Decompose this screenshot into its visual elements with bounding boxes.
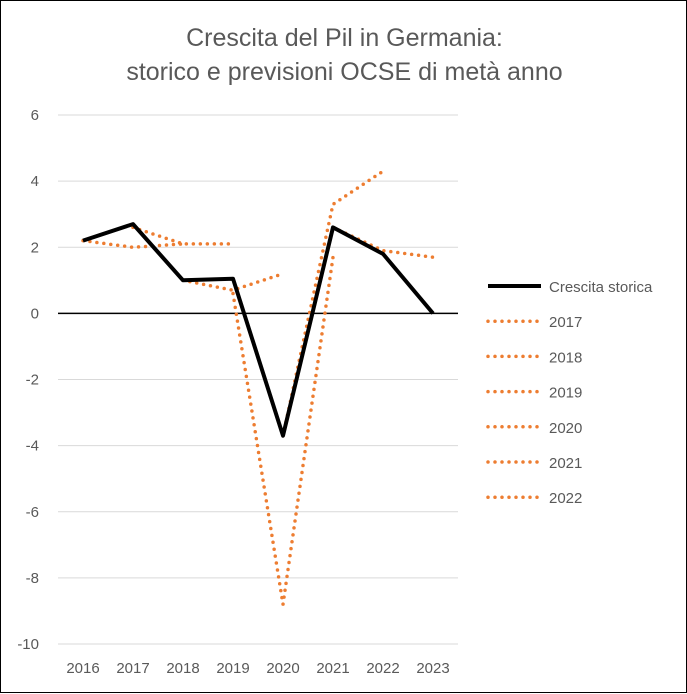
y-tick-label: 2 [31,239,39,256]
y-tick-label: 0 [31,305,39,322]
legend-label-2022: 2022 [549,490,582,507]
series-line-2017 [81,238,185,250]
x-tick-label: 2018 [166,660,199,677]
series-line-2021 [281,169,385,438]
legend-label-2021: 2021 [549,455,582,472]
y-tick-label: -10 [17,636,39,653]
y-tick-label: -6 [26,504,39,521]
x-tick-label: 2021 [316,660,349,677]
y-tick-label: 6 [31,107,39,124]
chart-title-line-2: storico e previsioni OCSE di metà anno [126,58,563,86]
legend-label-2017: 2017 [549,314,582,331]
x-tick-label: 2016 [66,660,99,677]
series-line-2020 [231,255,335,607]
series-line-2022 [331,225,435,259]
x-tick-label: 2023 [416,660,449,677]
legend-label-2018: 2018 [549,349,582,366]
x-tick-label: 2019 [216,660,249,677]
legend-label-2020: 2020 [549,420,582,437]
x-tick-label: 2022 [366,660,399,677]
y-tick-label: -8 [26,570,39,587]
legend-label-crescita-storica: Crescita storica [549,279,653,296]
x-tick-label: 2017 [116,660,149,677]
y-tick-label: -4 [26,438,39,455]
series-line-crescita-storica [82,222,435,438]
y-tick-label: -2 [26,372,39,389]
chart-title-line-1: Crescita del Pil in Germania: [186,24,503,52]
legend-label-2019: 2019 [549,385,582,402]
y-tick-label: 4 [31,173,39,190]
chart-title: Crescita del Pil in Germania: storico e … [1,21,687,89]
x-tick-label: 2020 [266,660,299,677]
